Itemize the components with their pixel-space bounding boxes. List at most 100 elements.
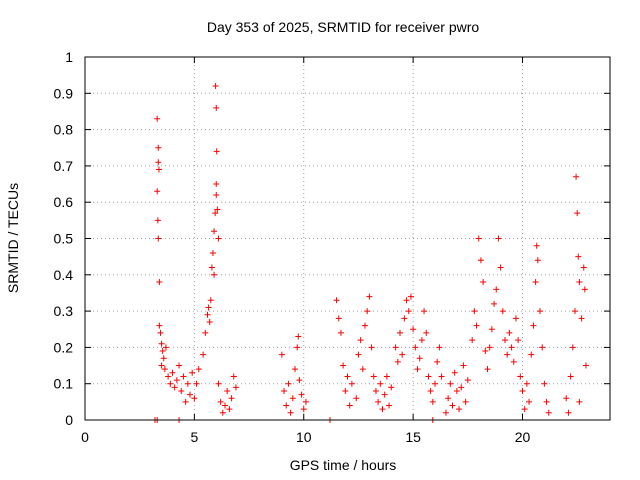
- data-point: [346, 402, 353, 409]
- x-axis-label: GPS time / hours: [290, 457, 397, 473]
- data-point: [510, 358, 517, 365]
- data-point: [497, 264, 504, 271]
- data-point: [515, 337, 522, 344]
- data-point: [209, 250, 216, 257]
- data-point: [359, 366, 366, 373]
- data-point: [528, 351, 535, 358]
- data-point: [353, 395, 360, 402]
- grid-lines: [85, 57, 610, 420]
- data-point: [491, 300, 498, 307]
- data-point: [453, 387, 460, 394]
- x-tick-label: 15: [405, 429, 421, 445]
- data-point: [362, 322, 368, 329]
- data-point: [355, 351, 362, 358]
- data-point: [512, 315, 519, 322]
- data-point: [219, 409, 226, 416]
- data-point: [289, 395, 296, 402]
- data-point: [523, 380, 530, 387]
- data-point: [160, 355, 167, 362]
- y-tick-label: 0.6: [54, 194, 74, 210]
- data-point: [567, 373, 574, 380]
- data-point: [372, 387, 379, 394]
- data-point: [154, 188, 161, 195]
- data-point: [405, 308, 412, 315]
- data-point: [205, 304, 212, 311]
- data-point: [573, 173, 580, 180]
- data-point: [214, 206, 221, 213]
- y-tick-label: 0.5: [54, 231, 74, 247]
- data-point: [292, 366, 298, 373]
- data-point: [207, 297, 214, 304]
- data-point: [530, 322, 537, 329]
- data-point: [486, 344, 493, 351]
- data-point: [366, 293, 373, 300]
- data-point: [202, 329, 209, 336]
- data-point: [480, 279, 487, 286]
- data-point: [488, 326, 495, 333]
- data-point: [410, 326, 417, 333]
- data-point: [449, 402, 456, 409]
- data-point: [357, 337, 364, 344]
- data-point: [206, 318, 213, 325]
- data-point: [563, 395, 570, 402]
- data-point: [381, 391, 388, 398]
- data-point: [187, 391, 193, 398]
- data-point: [335, 315, 342, 322]
- data-point: [447, 380, 454, 387]
- data-point: [484, 366, 491, 373]
- data-point: [287, 409, 294, 416]
- data-point: [295, 333, 302, 340]
- data-point: [534, 257, 541, 264]
- data-point: [155, 159, 162, 166]
- data-point: [388, 384, 395, 391]
- data-point: [383, 373, 390, 380]
- data-point: [533, 242, 540, 249]
- data-point: [425, 373, 432, 380]
- data-point: [283, 402, 290, 409]
- data-point: [473, 322, 480, 329]
- data-point: [232, 384, 239, 391]
- data-point: [213, 191, 220, 198]
- data-point: [399, 351, 406, 358]
- data-point: [212, 210, 219, 217]
- data-point: [296, 377, 303, 384]
- data-point: [375, 398, 382, 405]
- data-point: [574, 210, 581, 217]
- data-point: [429, 398, 436, 405]
- data-point: [580, 264, 587, 271]
- x-tick-label: 20: [515, 429, 531, 445]
- data-point: [156, 322, 163, 329]
- data-point: [213, 148, 220, 155]
- data-points: [152, 83, 589, 423]
- data-point: [434, 358, 441, 365]
- data-point: [161, 366, 168, 373]
- data-point: [386, 402, 393, 409]
- data-point: [340, 362, 347, 369]
- data-point: [281, 387, 288, 394]
- data-point: [508, 344, 515, 351]
- data-point: [222, 402, 228, 409]
- data-point: [475, 235, 482, 242]
- data-point: [418, 337, 425, 344]
- data-point: [545, 409, 552, 416]
- data-point: [224, 387, 231, 394]
- data-point: [506, 329, 513, 336]
- data-point: [208, 264, 215, 271]
- data-point: [502, 337, 508, 344]
- data-point: [344, 373, 351, 380]
- data-point: [348, 380, 355, 387]
- data-point: [403, 297, 410, 304]
- data-point: [532, 279, 539, 286]
- data-point: [162, 344, 169, 351]
- data-point: [302, 398, 309, 405]
- data-point: [368, 344, 375, 351]
- data-point: [517, 373, 524, 380]
- data-point: [213, 104, 220, 111]
- data-point: [212, 83, 219, 90]
- y-tick-label: 0: [65, 412, 73, 428]
- y-tick-label: 0.3: [54, 303, 74, 319]
- data-point: [526, 398, 533, 405]
- data-point: [226, 406, 233, 413]
- data-point: [158, 340, 165, 347]
